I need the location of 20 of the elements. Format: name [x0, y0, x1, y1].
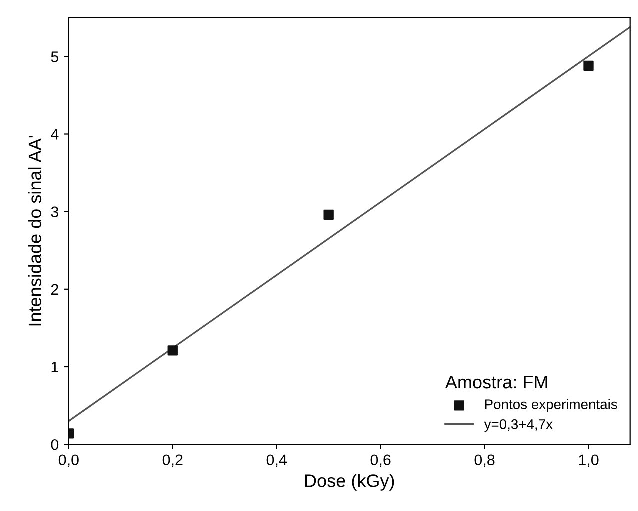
point	[584, 60, 594, 72]
y-tick-label: 1	[52, 362, 58, 373]
x-axis-title: Dose (kGy)	[305, 474, 394, 491]
y-axis-title: Intensidade do sinal AA'	[28, 136, 42, 326]
x-tick-label: 0,8	[474, 454, 495, 468]
legend-title: Amostra: FM	[445, 376, 548, 389]
x-tick-label: 0,6	[370, 454, 391, 468]
y-tick-label: 2	[51, 284, 58, 295]
y-tick-label: 3	[51, 206, 59, 218]
x-tick-label: 1,0	[579, 454, 599, 468]
point	[324, 210, 334, 220]
y-tick-label: 0	[51, 439, 59, 450]
y-tick-label: 5	[51, 52, 59, 62]
x-tick-label: 0,0	[58, 454, 79, 468]
x-tick-label: 0,2	[162, 454, 183, 468]
legend-label: Pontos experimentais	[485, 399, 618, 412]
x-tick-label: 0,4	[266, 454, 288, 468]
point	[168, 346, 178, 356]
legend-label: y=0,3+4,7x	[484, 419, 553, 432]
y-tick-label: 4	[51, 129, 59, 140]
